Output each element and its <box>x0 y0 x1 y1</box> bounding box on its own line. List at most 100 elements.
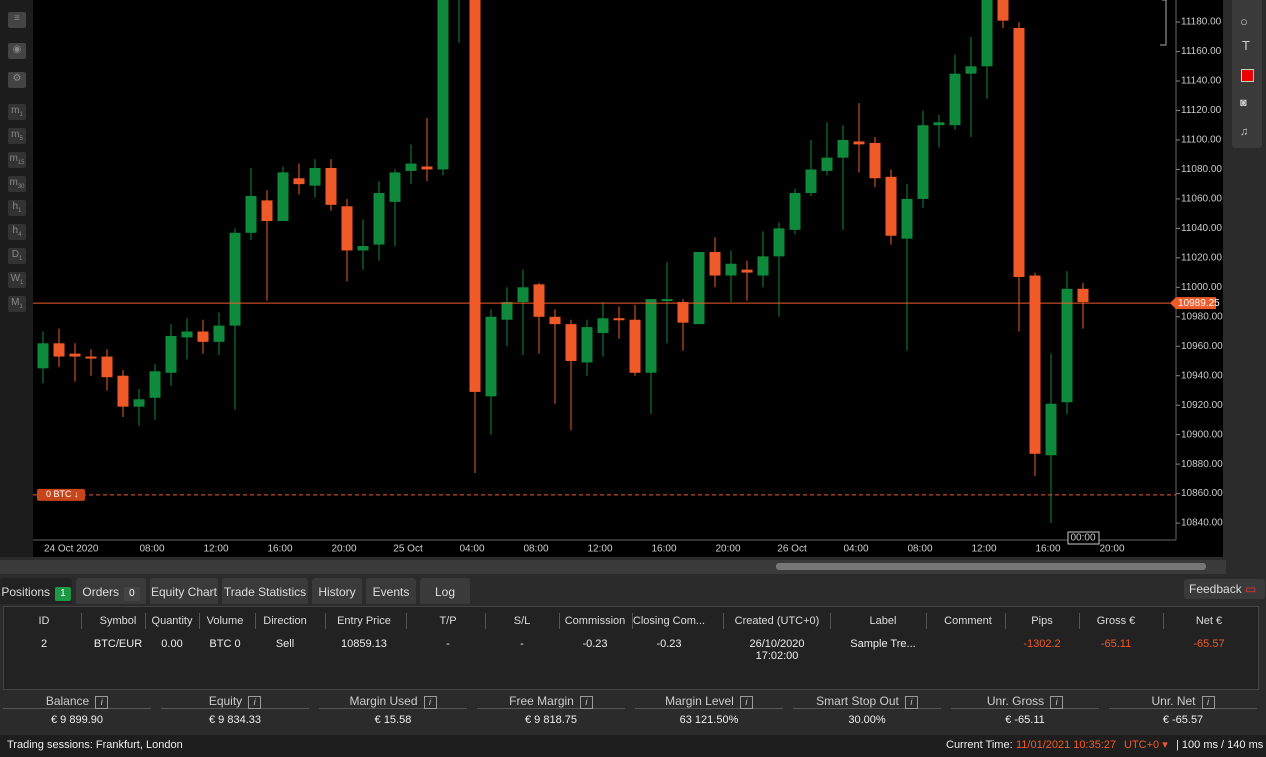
position-tag-label: 0 BTC <box>46 489 72 499</box>
tab[interactable]: Log <box>420 578 470 604</box>
timeframe-unit: 1 <box>19 304 23 310</box>
timeframe-unit: 5 <box>19 136 23 142</box>
column-divider <box>198 613 200 629</box>
camera-tool[interactable]: ◙ <box>1240 97 1247 109</box>
summary-label-text: Unr. Gross <box>986 694 1045 708</box>
timeframe-button[interactable]: m15 <box>8 152 26 168</box>
tab[interactable]: History <box>312 578 362 604</box>
color-tool[interactable] <box>1241 69 1254 82</box>
candle-body <box>869 142 881 179</box>
tab-label: History <box>318 585 356 599</box>
y-tick-label: 10840.00 <box>1181 518 1223 529</box>
tz: UTC+0 <box>1124 739 1160 751</box>
candle-body <box>837 139 849 158</box>
summary-label-text: Free Margin <box>509 694 574 708</box>
summary-item: Unr. Net i € -65.57 <box>1109 690 1257 731</box>
info-icon[interactable]: i <box>1050 696 1064 709</box>
timeframe-button[interactable]: m30 <box>8 176 26 192</box>
tab-label: Log <box>434 585 456 599</box>
y-tick-label: 11040.00 <box>1181 223 1222 234</box>
alert-tool[interactable]: ♫ <box>1240 126 1249 138</box>
timeframe: h <box>12 201 19 212</box>
summary-label: Smart Stop Out i <box>793 690 941 709</box>
info-icon[interactable]: i <box>579 696 593 709</box>
candle-body <box>645 299 657 373</box>
feedback-button[interactable]: Feedback ▭ <box>1184 579 1265 599</box>
summary-item: Margin Level i 63 121.50% <box>635 690 783 731</box>
scroll-thumb[interactable] <box>776 563 1206 570</box>
candle-body <box>341 206 353 251</box>
tab[interactable]: Equity Chart <box>150 578 218 604</box>
candle-body <box>917 125 929 199</box>
tab[interactable]: Orders 0 <box>76 578 146 604</box>
cell: 26/10/2020 17:02:00 <box>749 638 805 662</box>
timeframe: M <box>11 297 20 308</box>
bracket <box>1160 0 1167 46</box>
column-header: T/P <box>439 615 457 627</box>
summary-label: Margin Used i <box>319 690 467 709</box>
timeframe-button[interactable]: M1 <box>8 296 26 312</box>
candle-body <box>37 343 49 369</box>
layers-button[interactable]: ≡ <box>8 12 26 28</box>
candle-body <box>149 371 161 398</box>
tz-select[interactable]: UTC+0 ▾ <box>1124 739 1168 751</box>
eye-button[interactable]: ◉ <box>8 43 26 59</box>
summary-item: Smart Stop Out i 30.00% <box>793 690 941 731</box>
info-icon[interactable]: i <box>248 696 262 709</box>
candle-body <box>469 0 481 392</box>
cell: - <box>520 638 524 650</box>
settings-button[interactable]: ⚙ <box>8 72 26 88</box>
candle-body <box>853 141 865 145</box>
timeframe-button[interactable]: m1 <box>8 104 26 120</box>
x-tick-label: 04:00 <box>843 544 868 555</box>
candle-body <box>437 0 449 170</box>
candle-body <box>213 325 225 342</box>
chart: 10840.00 10860.00 10880.00 10900.00 10920.00… <box>0 0 1226 574</box>
candle-body <box>325 167 337 205</box>
column-header: ID <box>38 615 50 627</box>
candle-body <box>677 302 689 323</box>
info-icon[interactable]: i <box>1201 696 1215 709</box>
candle-body <box>821 157 833 171</box>
timeframe: D <box>11 249 19 260</box>
candle-body <box>805 169 817 194</box>
timeframe-button[interactable]: h4 <box>8 224 26 240</box>
tab[interactable]: Trade Statistics <box>222 578 308 604</box>
column-header: S/L <box>513 615 531 627</box>
x-tick-label: 26 Oct <box>777 544 807 555</box>
cell: 2 <box>40 638 48 650</box>
info-icon[interactable]: i <box>739 696 753 709</box>
x-tick-label: 08:00 <box>907 544 932 555</box>
tabs: Positions 1 Orders 0 Equity Chart Trade Stati… <box>0 578 1266 604</box>
timeframe-button[interactable]: h1 <box>8 200 26 216</box>
candle-body <box>501 302 513 320</box>
timeframe-button[interactable]: m5 <box>8 128 26 144</box>
info-icon[interactable]: i <box>423 696 437 709</box>
candle-body <box>1061 288 1073 403</box>
tab[interactable]: Events <box>366 578 416 604</box>
tab-count: 1 <box>55 587 71 601</box>
text-tool[interactable]: T <box>1242 38 1250 53</box>
chart-bg <box>33 0 1223 557</box>
candle-body <box>725 263 737 276</box>
timeframe-button[interactable]: W1 <box>8 272 26 288</box>
candle-body <box>613 318 625 321</box>
summary-value: 63 121.50% <box>679 714 739 726</box>
candle-body <box>309 167 321 186</box>
column-header: Closing Com... <box>632 615 706 627</box>
timeframe: m <box>9 153 18 164</box>
column-divider <box>558 613 560 629</box>
info-icon[interactable]: i <box>95 696 109 709</box>
tab[interactable]: Positions 1 <box>0 578 72 604</box>
column-divider <box>925 613 927 629</box>
y-tick-label: 11120.00 <box>1181 105 1222 116</box>
circle-tool[interactable]: ○ <box>1240 14 1248 29</box>
candle-body <box>661 299 673 302</box>
info-icon[interactable]: i <box>904 696 918 709</box>
cell: BTC 0 <box>209 638 241 650</box>
timeframe: h <box>12 225 19 236</box>
timeframe-unit: 1 <box>20 280 24 286</box>
y-tick-label: 10940.00 <box>1181 370 1223 381</box>
timeframe-button[interactable]: D1 <box>8 248 26 264</box>
